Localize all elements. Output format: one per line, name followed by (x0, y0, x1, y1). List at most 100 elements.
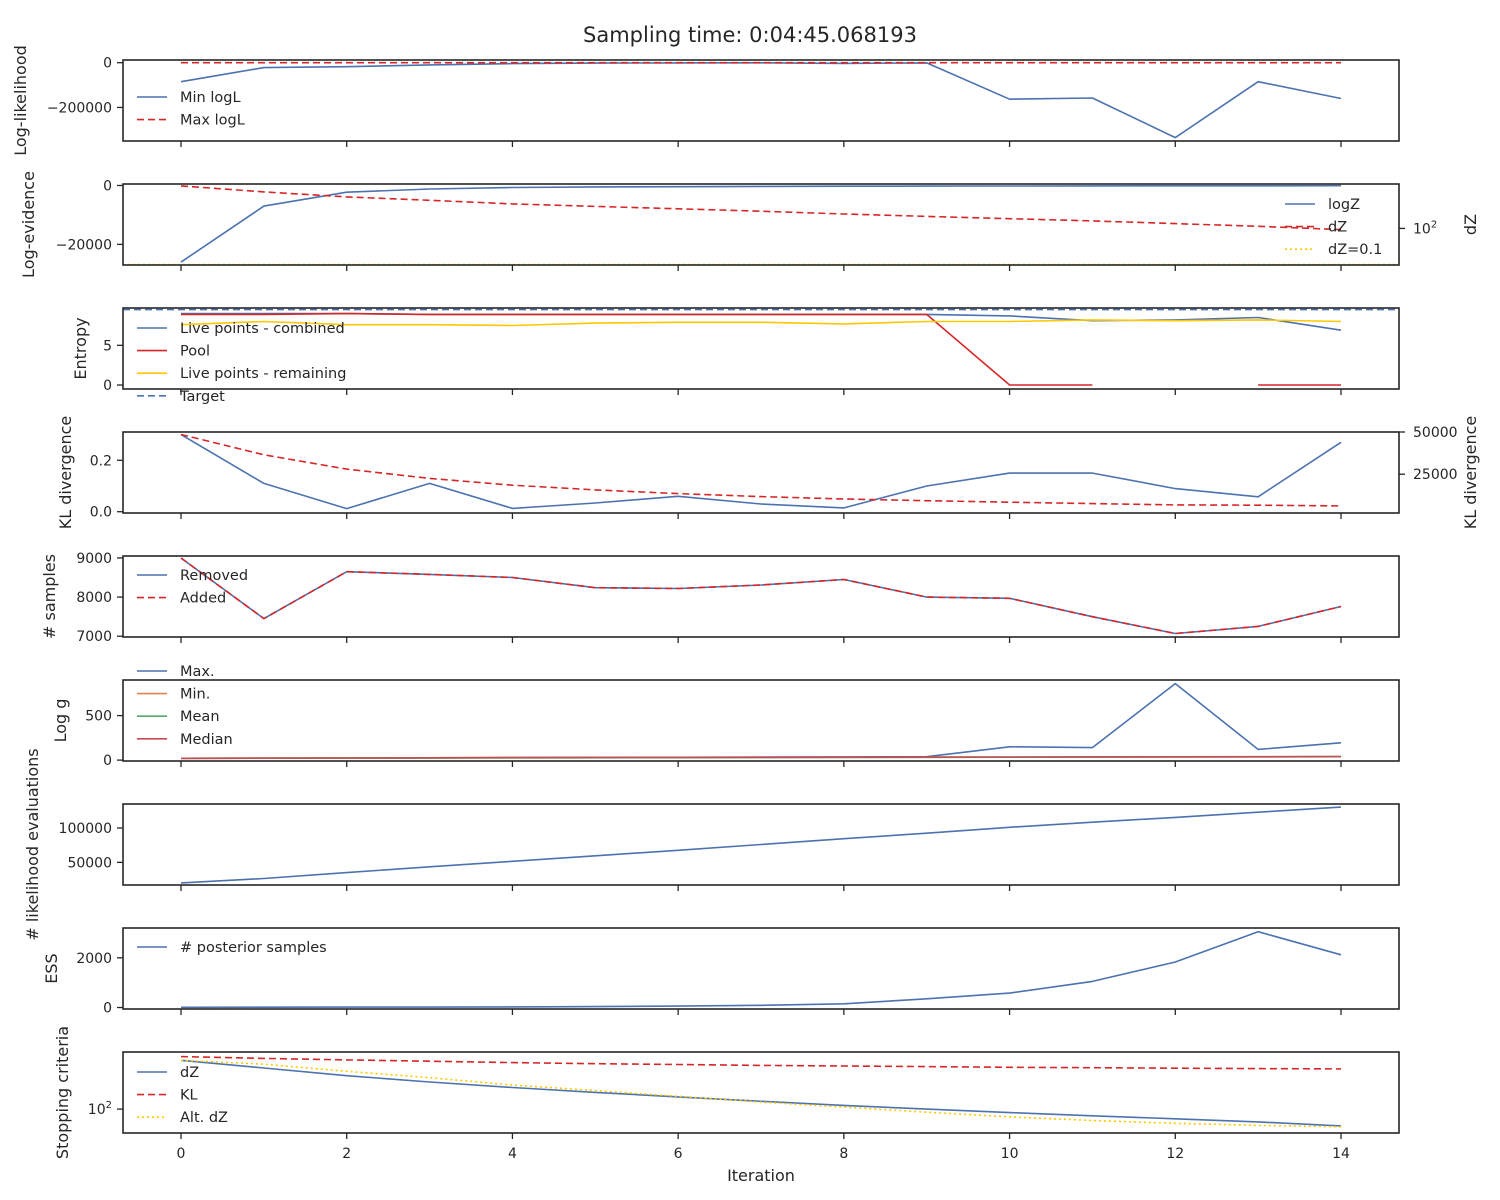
legend-label: Alt. dZ (180, 1110, 228, 1126)
x-tick-label: 6 (674, 1146, 683, 1162)
y-axis-label: # samples (40, 554, 59, 639)
series-line-alt-dz (180, 1059, 1342, 1128)
series-line-unnamed-1 (180, 433, 1342, 507)
y-tick-label: 0 (103, 753, 112, 769)
y-axis-label: Entropy (71, 317, 90, 379)
y-tick-label: 9000 (76, 551, 112, 567)
panel-7: 100000 50000 # likelihood evaluations (23, 748, 1400, 941)
legend: # posterior samples (137, 940, 327, 956)
y-axis-label: ESS (42, 953, 61, 983)
x-axis-label: Iteration (727, 1166, 795, 1185)
series-group (180, 806, 1342, 884)
y-axis-label: Log-evidence (19, 171, 38, 278)
x-tick-label: 10 (1001, 1146, 1019, 1162)
series-line-kl (180, 1055, 1342, 1070)
series-group (123, 184, 1399, 265)
series-group (180, 1055, 1342, 1128)
y-axis-label: KL divergence (56, 416, 75, 529)
series-group (180, 930, 1342, 1009)
x-tick-label: 12 (1166, 1146, 1184, 1162)
y-axis-label: Log g (51, 699, 70, 743)
series-line-dz (180, 1059, 1342, 1127)
legend: Live points - combined Pool Live points - … (137, 321, 346, 405)
legend-label: Min. (180, 687, 210, 703)
plot-frame (122, 307, 1400, 390)
y-tick-label: 0 (103, 56, 112, 72)
y-right-tick-label: 25000 (1413, 467, 1458, 483)
y-tick-label: 0.2 (90, 453, 112, 469)
y-tick-label: 102 (88, 1100, 112, 1118)
plot-frame (122, 679, 1400, 762)
panel-9: 102 Stopping criteria dZ KL Alt. dZ 0 2 4 6 8 10 12… (53, 1026, 1400, 1185)
legend-label: Max logL (180, 113, 245, 129)
series-group (123, 308, 1399, 386)
y-tick-label: 5 (103, 338, 112, 354)
y-tick-label: −200000 (47, 100, 112, 116)
y-axis-label: # likelihood evaluations (23, 748, 42, 940)
plot-frame (122, 555, 1400, 638)
series-line-median (180, 755, 1342, 760)
y-tick-label: 0 (103, 1001, 112, 1017)
legend-label: Live points - combined (180, 321, 345, 337)
legend: Max. Min. Mean Median (137, 664, 233, 748)
y-tick-label: 0 (103, 178, 112, 194)
plot-frame (122, 1051, 1400, 1134)
plot-frame (122, 59, 1400, 142)
series-line-posterior-samples (180, 930, 1342, 1009)
y-right-tick-label: 102 (1413, 219, 1437, 237)
y-tick-label: 100000 (59, 821, 112, 837)
x-tick-label: 4 (508, 1146, 517, 1162)
y-tick-label: 500 (85, 709, 112, 725)
series-group (180, 682, 1342, 760)
series-line-live-points-remaining (180, 319, 1342, 327)
y-tick-label: −20000 (56, 237, 112, 253)
panel-5: 9000 8000 7000 # samples Removed Added (40, 551, 1400, 645)
series-line-unnamed-0 (180, 806, 1342, 884)
y-tick-label: 8000 (76, 590, 112, 606)
legend: logZ dZ dZ=0.1 (1285, 197, 1382, 258)
y-axis-label-right: dZ (1461, 214, 1480, 235)
legend-label: Pool (180, 344, 210, 360)
legend-label: dZ=0.1 (1328, 242, 1382, 258)
y-tick-label: 50000 (67, 855, 112, 871)
plot-frame (122, 803, 1400, 886)
legend-label: Added (180, 591, 226, 607)
panel-2: 0 −20000 102 Log-evidence dZ logZ dZ dZ=0.1 (19, 171, 1480, 278)
x-tick-label: 8 (839, 1146, 848, 1162)
series-group (180, 61, 1342, 139)
series-line-max (180, 682, 1342, 760)
plot-frame (122, 927, 1400, 1010)
legend-label: KL (180, 1088, 198, 1104)
series-line-pool (181, 312, 1093, 386)
legend-label: logZ (1328, 197, 1360, 213)
legend-label: Mean (180, 709, 220, 725)
y-tick-label: 2000 (76, 951, 112, 967)
panel-1: 0 −200000 Log-likelihood Min logL Max logL (11, 45, 1400, 156)
y-tick-label: 7000 (76, 629, 112, 645)
series-group (180, 433, 1342, 510)
series-group (180, 557, 1342, 635)
panel-6: 500 0 Log g Max. Min. Mean Median (51, 664, 1400, 769)
legend-label: dZ (1328, 220, 1347, 236)
y-tick-label: 0.0 (90, 505, 112, 521)
y-axis-label: Stopping criteria (53, 1026, 72, 1159)
plot-frame (122, 431, 1400, 514)
series-line-dz (180, 185, 1342, 231)
series-line-min-logl (180, 61, 1342, 139)
legend: Removed Added (137, 568, 248, 607)
y-axis-label-right: KL divergence (1461, 416, 1480, 529)
y-right-tick-label: 50000 (1413, 425, 1458, 441)
legend-label: Live points - remaining (180, 366, 346, 382)
legend-label: Removed (180, 568, 248, 584)
legend-label: # posterior samples (180, 940, 327, 956)
legend: Min logL Max logL (137, 90, 245, 129)
y-axis-label: Log-likelihood (11, 45, 30, 156)
legend-label: Min logL (180, 90, 241, 106)
legend-label: dZ (180, 1065, 199, 1081)
panel-8: 2000 0 ESS # posterior samples (42, 927, 1400, 1017)
series-line-added (180, 557, 1342, 635)
series-line-unnamed-0 (180, 433, 1342, 510)
